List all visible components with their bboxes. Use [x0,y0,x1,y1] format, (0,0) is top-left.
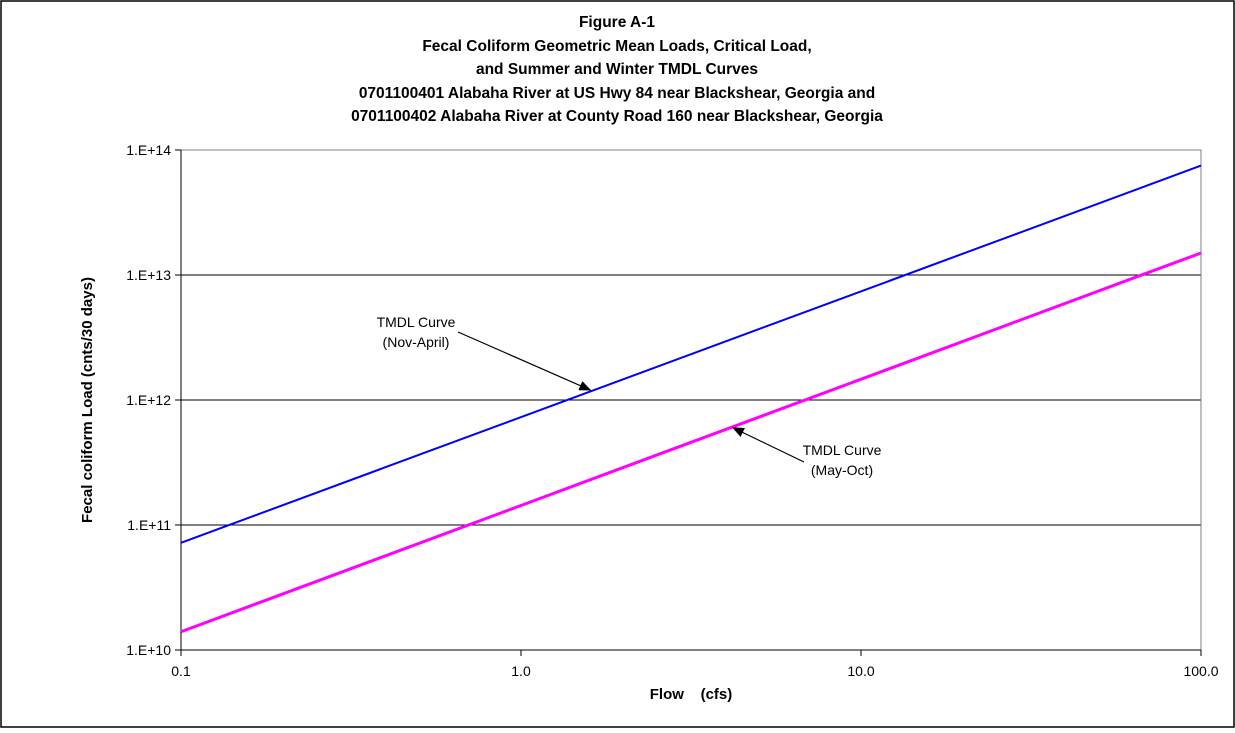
chart-title-line: 0701100402 Alabaha River at County Road … [351,108,883,125]
annotation-line: TMDL Curve [803,442,882,458]
x-tick-label: 1.0 [511,663,531,679]
chart-title-line: Figure A-1 [579,14,655,31]
x-axis-label: Flow (cfs) [650,686,733,703]
series-line-may-oct [180,251,1202,634]
axes: 1.E+10 1.E+11 1.E+12 1.E+13 1.E+14 0.1 1.0 10.0… [126,142,1218,679]
annotation-line: TMDL Curve [377,314,456,330]
chart-title-line: Fecal Coliform Geometric Mean Loads, Cri… [422,38,811,55]
annotation-arrow [457,331,592,391]
y-tick-label: 1.E+14 [126,142,171,158]
annotation-arrow [732,427,805,463]
annotation-label: TMDL Curve (Nov-April) [377,314,456,350]
chart-title-line: 0701100401 Alabaha River at US Hwy 84 ne… [359,85,875,102]
x-tick-label: 100.0 [1183,663,1218,679]
annotation-line: (Nov-April) [383,334,450,350]
y-axis-label: Fecal coliform Load (cnts/30 days) [79,277,96,523]
annotations: TMDL Curve (Nov-April) TMDL Curve (May-Oct) [377,314,882,478]
y-tick-label: 1.E+12 [126,392,171,408]
annotation-line: (May-Oct) [811,462,873,478]
chart-title: Figure A-1 Fecal Coliform Geometric Mean … [351,14,883,125]
x-tick-label: 10.0 [847,663,874,679]
series-lines [180,164,1202,634]
annotation-label: TMDL Curve (May-Oct) [803,442,882,478]
x-tick-label: 0.1 [171,663,191,679]
y-tick-label: 1.E+11 [127,517,171,533]
chart-title-line: and Summer and Winter TMDL Curves [476,61,758,78]
series-line-nov-april [180,164,1202,544]
y-tick-label: 1.E+13 [126,267,171,283]
y-tick-label: 1.E+10 [126,642,171,658]
